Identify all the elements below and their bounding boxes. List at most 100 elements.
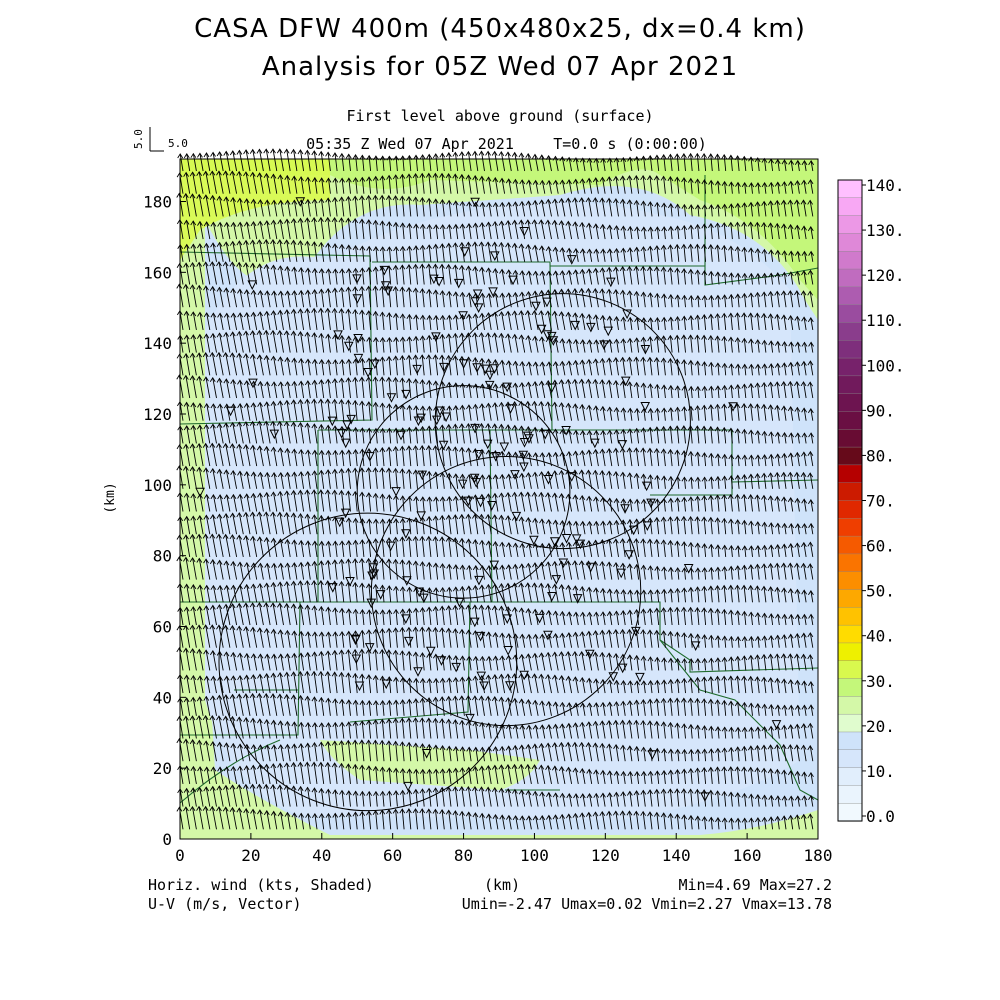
wind-vector — [548, 155, 552, 172]
wind-vector — [272, 421, 278, 444]
wind-vector-head — [472, 746, 479, 752]
wind-vector — [636, 337, 640, 353]
wind-vector-head — [432, 717, 439, 723]
wind-vector-head — [352, 517, 359, 523]
wind-vector-head — [379, 699, 386, 706]
wind-vector — [461, 496, 465, 512]
wind-vector — [421, 536, 425, 557]
wind-vector-head — [298, 380, 304, 386]
wind-vector — [218, 196, 224, 217]
wind-vector — [192, 625, 197, 648]
wind-vector-head — [606, 810, 612, 816]
wind-vector — [677, 679, 680, 694]
wind-vector — [582, 158, 586, 172]
wind-vector — [710, 314, 713, 330]
wind-vector — [690, 425, 693, 444]
wind-vector-head — [197, 675, 203, 681]
wind-vector-head — [458, 785, 465, 792]
wind-vector — [629, 290, 633, 308]
wind-vector-head — [209, 805, 216, 811]
wind-vector-head — [229, 240, 236, 246]
wind-vector — [528, 271, 532, 285]
wind-vector-head — [708, 294, 715, 300]
wind-vector — [327, 651, 331, 671]
wind-vector — [408, 405, 412, 421]
wind-vector-head — [365, 401, 372, 407]
wind-vector-head — [345, 217, 352, 223]
wind-vector — [246, 312, 251, 330]
wind-vector — [239, 313, 244, 330]
wind-vector — [422, 315, 425, 330]
wind-vector — [361, 539, 365, 557]
wind-vector-head — [413, 154, 419, 160]
wind-vector-head — [291, 380, 298, 386]
wind-vector — [574, 651, 579, 671]
wind-vector-head — [439, 314, 446, 320]
wind-vector-head — [203, 152, 210, 158]
wind-vector — [622, 448, 626, 467]
wind-vector-head — [558, 288, 565, 294]
wind-vector — [567, 742, 573, 762]
wind-vector — [186, 493, 191, 512]
wind-vector — [690, 477, 693, 489]
wind-vector — [561, 429, 566, 444]
wind-vector — [527, 699, 532, 716]
wind-vector-head — [339, 721, 345, 727]
wind-vector-head — [196, 715, 202, 721]
wind-vector — [629, 157, 633, 172]
wind-vector — [245, 535, 251, 557]
wind-vector-head — [585, 197, 592, 203]
wind-vector — [388, 585, 392, 603]
wind-vector-head — [688, 814, 694, 820]
wind-vector — [454, 424, 459, 444]
wind-vector — [494, 312, 499, 330]
wind-vector — [588, 197, 593, 217]
wind-vector-head — [681, 496, 688, 502]
wind-vector — [212, 152, 217, 172]
wind-vector — [649, 266, 653, 285]
wind-vector-head — [559, 701, 566, 707]
wind-vector — [710, 204, 713, 217]
wind-vector-head — [392, 264, 399, 270]
wind-vector-head — [439, 586, 446, 593]
wind-vector — [245, 808, 251, 830]
wind-vector-head — [586, 430, 593, 436]
wind-vector — [561, 675, 566, 694]
wind-vector — [347, 559, 351, 580]
wind-vector-head — [291, 743, 298, 749]
wind-vector — [467, 333, 472, 353]
wind-vector-head — [419, 172, 426, 178]
wind-vector-head — [612, 538, 619, 544]
wind-vector-head — [223, 241, 230, 247]
wind-vector-head — [386, 585, 393, 591]
wind-vector — [717, 495, 720, 512]
wind-vector-head — [183, 738, 189, 744]
wind-vector-head — [578, 287, 585, 293]
wind-vector — [293, 218, 298, 240]
wind-vector-head — [640, 498, 647, 504]
wind-vector-head — [538, 742, 545, 748]
wind-vector — [395, 286, 398, 308]
wind-vector-head — [491, 423, 498, 429]
wind-vector-head — [223, 651, 230, 657]
wind-vector — [205, 195, 211, 217]
wind-vector — [441, 718, 445, 739]
wind-vector-head — [236, 512, 243, 518]
wind-vector-head — [613, 429, 620, 435]
wind-vector-head — [600, 611, 606, 617]
wind-vector — [481, 605, 485, 626]
wind-vector-head — [619, 356, 626, 362]
wind-vector-head — [386, 494, 393, 500]
wind-vector — [461, 696, 465, 716]
wind-vector — [401, 627, 405, 648]
wind-vector-head — [345, 377, 352, 383]
wind-vector-head — [600, 792, 606, 798]
wind-vector-head — [599, 176, 606, 182]
wind-vector — [334, 813, 338, 830]
wind-vector-head — [545, 742, 551, 748]
wind-vector-head — [565, 560, 572, 566]
wind-vector — [428, 697, 432, 716]
wind-vector — [448, 810, 452, 830]
wind-vector — [555, 180, 559, 194]
wind-vector-head — [538, 289, 545, 295]
